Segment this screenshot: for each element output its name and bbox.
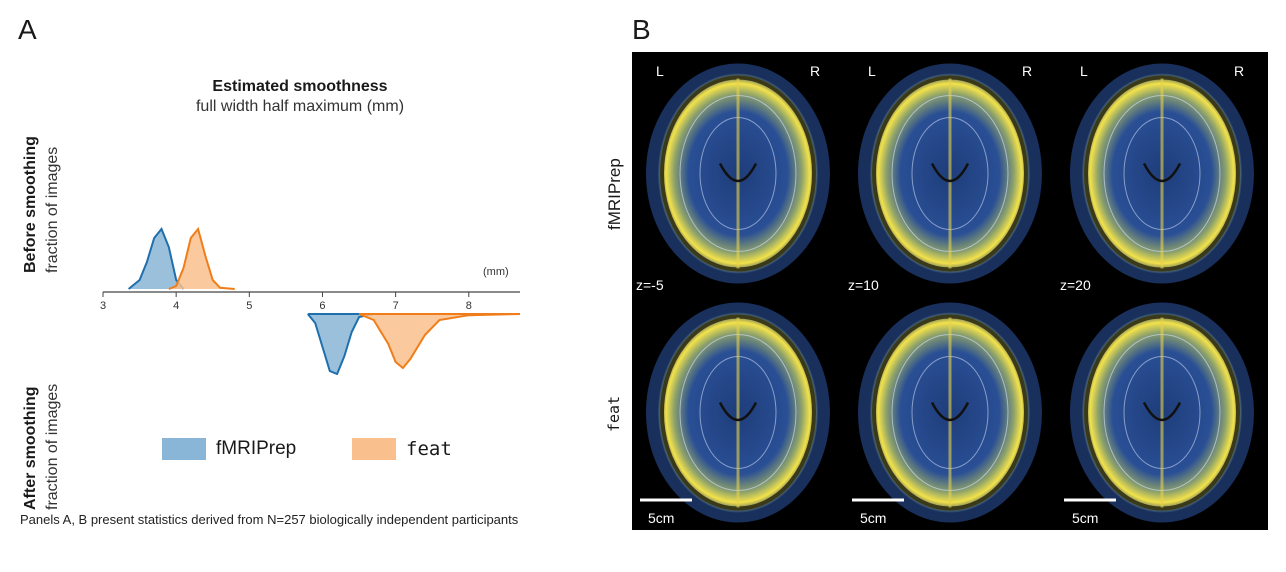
x-tick-label: 7 <box>393 300 399 312</box>
line-feat-before <box>168 226 235 290</box>
ventricle-contour <box>718 401 758 422</box>
unit-label: (mm) <box>483 266 509 278</box>
after-yaxis-label: fraction of images <box>44 383 61 510</box>
legend-label-fmriprep: fMRIPrep <box>216 438 297 459</box>
slice-z-label: z=20 <box>1060 277 1091 293</box>
ventricle-contour <box>718 162 758 183</box>
left-marker: L <box>656 63 664 79</box>
chart-title: Estimated smoothness <box>212 78 388 95</box>
area-feat-after <box>359 314 520 368</box>
legend-item-fmriprep: fMRIPrep <box>162 438 296 460</box>
before-yaxis-label: fraction of images <box>44 146 61 273</box>
row-label-feat: feat <box>605 395 623 432</box>
right-marker: R <box>810 63 820 79</box>
line-feat-after <box>358 313 521 370</box>
brain-outline <box>872 314 1028 511</box>
smoothness-chart: 3 4 5 6 7 8 (mm) <box>100 226 521 375</box>
brain-slice-fMRIPrep-z=-5 <box>646 63 830 284</box>
after-smoothing-label: After smoothing <box>22 386 39 510</box>
x-tick-label: 5 <box>246 300 252 312</box>
footnote: Panels A, B present statistics derived f… <box>20 512 519 527</box>
legend-swatch-feat <box>352 438 396 460</box>
ventricle-contour <box>930 162 970 183</box>
scale-bar-label: 5cm <box>1072 510 1098 526</box>
ventricle-contour <box>930 401 970 422</box>
brain-slice-feat-z=-5 <box>646 302 830 523</box>
scale-bar-label: 5cm <box>860 510 886 526</box>
left-marker: L <box>868 63 876 79</box>
brain-slice-feat-z=10 <box>858 302 1042 523</box>
left-marker: L <box>1080 63 1088 79</box>
scale-bar-label: 5cm <box>648 510 674 526</box>
brain-outline <box>660 314 816 511</box>
area-fMRIPrep-after <box>307 314 374 374</box>
slice-z-label: z=10 <box>848 277 879 293</box>
brain-outline <box>660 75 816 272</box>
panel-a-letter: A <box>18 14 37 45</box>
x-tick-label: 4 <box>173 300 179 312</box>
slice-z-label: z=-5 <box>636 277 664 293</box>
ventricle-contour <box>1142 162 1182 183</box>
legend-item-feat: feat <box>352 438 452 460</box>
brain-outline <box>1084 75 1240 272</box>
brain-slice-feat-z=20 <box>1070 302 1254 523</box>
line-fMRIPrep-before <box>127 227 185 290</box>
x-tick-label: 8 <box>466 300 472 312</box>
brain-outline <box>872 75 1028 272</box>
legend-swatch-fmriprep <box>162 438 206 460</box>
brain-slice-fMRIPrep-z=20 <box>1070 63 1254 284</box>
right-marker: R <box>1234 63 1244 79</box>
row-label-fmriprep: fMRIPrep <box>605 158 624 230</box>
before-smoothing-label: Before smoothing <box>22 136 39 273</box>
line-fMRIPrep-after <box>307 313 374 375</box>
area-feat-before <box>168 229 235 289</box>
right-marker: R <box>1022 63 1032 79</box>
brain-slices-panel: L Rz=-5 L Rz=10 L Rz=20 5cm 5cm 5cm <box>632 52 1268 530</box>
brain-slice-fMRIPrep-z=10 <box>858 63 1042 284</box>
chart-subtitle: full width half maximum (mm) <box>195 98 405 115</box>
ventricle-contour <box>1142 401 1182 422</box>
x-tick-label: 6 <box>319 300 325 312</box>
legend-label-feat: feat <box>406 438 452 460</box>
panel-b-letter: B <box>632 14 651 45</box>
x-tick-label: 3 <box>100 300 106 312</box>
brain-outline <box>1084 314 1240 511</box>
